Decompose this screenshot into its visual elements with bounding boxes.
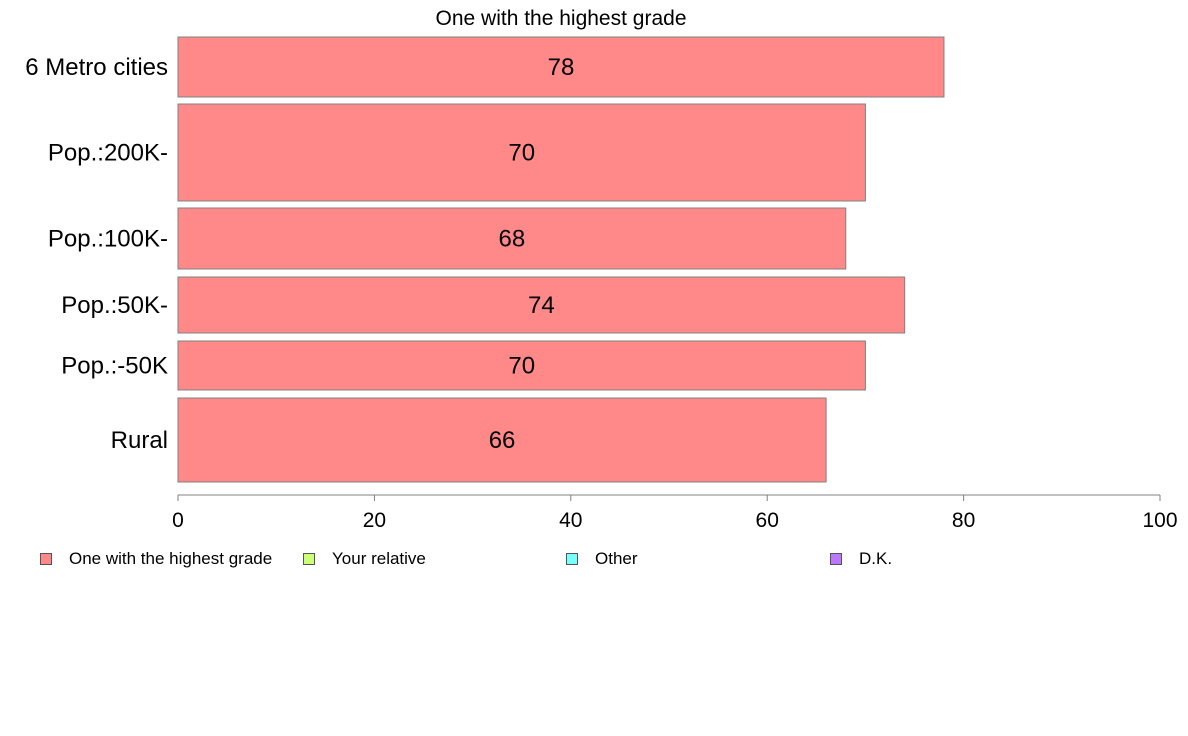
- x-tick-label: 100: [1142, 509, 1177, 532]
- chart-title: One with the highest grade: [436, 7, 687, 30]
- bar-pop-200k: [177, 103, 866, 202]
- bar-value-label: 78: [548, 54, 575, 81]
- category-label: 6 Metro cities: [25, 54, 168, 81]
- bar-value-label: 70: [508, 353, 535, 380]
- bar-pop-50k: [177, 340, 866, 391]
- bar-pop-100k: [177, 207, 847, 270]
- legend-label: Other: [595, 549, 638, 568]
- category-label: Pop.:200K-: [48, 140, 168, 167]
- legend-label: Your relative: [332, 549, 426, 568]
- legend-item-dk: D.K.: [830, 546, 892, 572]
- x-tick-label: 20: [363, 509, 386, 532]
- x-tick-label: 40: [559, 509, 582, 532]
- category-label: Rural: [111, 427, 168, 454]
- bar-6-metro-cities: [177, 36, 945, 98]
- x-tick-label: 80: [952, 509, 975, 532]
- bar-value-label: 70: [508, 140, 535, 167]
- x-tick-label: 0: [172, 509, 184, 532]
- legend-swatch: [303, 553, 315, 565]
- bar-pop-50k: [177, 276, 906, 334]
- legend-item-other: Other: [566, 546, 638, 572]
- legend-item-your-relative: Your relative: [303, 546, 426, 572]
- bar-rural: [177, 397, 827, 483]
- legend-swatch: [830, 553, 842, 565]
- legend-swatch: [566, 553, 578, 565]
- bar-value-label: 74: [528, 292, 555, 319]
- legend-swatch: [40, 553, 52, 565]
- legend: One with the highest grade Your relative…: [0, 546, 1188, 572]
- legend-label: D.K.: [859, 549, 893, 568]
- x-tick-label: 60: [756, 509, 779, 532]
- category-label: Pop.:-50K: [61, 353, 168, 380]
- category-label: Pop.:50K-: [61, 292, 168, 319]
- legend-label: One with the highest grade: [69, 549, 273, 568]
- bar-value-label: 68: [499, 226, 526, 253]
- legend-item-one-with-the-highest-grade: One with the highest grade: [40, 546, 272, 572]
- category-label: Pop.:100K-: [48, 226, 168, 253]
- bar-value-label: 66: [489, 427, 516, 454]
